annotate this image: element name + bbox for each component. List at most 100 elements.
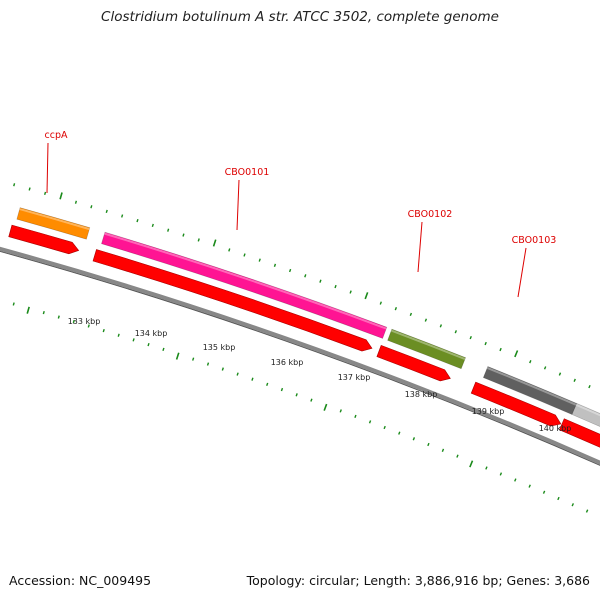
outer-tick — [588, 384, 591, 389]
inner-tick — [175, 352, 180, 360]
gene-bar-CBO0103-highlight — [486, 366, 577, 406]
gene-bar-next-highlight — [575, 403, 600, 417]
map-title: Clostridium botulinum A str. ATCC 3502, … — [101, 9, 499, 25]
inner-tick — [117, 333, 120, 337]
inner-tick — [192, 357, 195, 361]
gene-bar-CBO0102 — [387, 328, 466, 370]
gene-bar-CBO0101-highlight — [104, 232, 387, 330]
outer-tick — [273, 263, 277, 267]
outer-tick — [394, 307, 398, 311]
inner-tick — [310, 398, 313, 402]
inner-tick — [102, 328, 105, 333]
cds-arrow — [470, 381, 562, 427]
outer-tick-ring — [13, 183, 591, 389]
inner-tick — [383, 425, 386, 430]
outer-tick — [334, 284, 337, 289]
cds-arrow — [92, 249, 373, 352]
inner-tick — [585, 509, 589, 513]
outer-tick — [319, 279, 322, 283]
inner-tick — [485, 466, 488, 470]
outer-tick — [558, 372, 562, 376]
inner-tick — [514, 478, 517, 482]
cds-arrow — [376, 344, 451, 382]
scale-label: 134 kbp — [135, 329, 168, 338]
inner-tick-ring — [12, 302, 589, 513]
inner-tick — [42, 311, 45, 315]
outer-tick — [258, 258, 261, 262]
outer-tick — [469, 335, 472, 340]
outer-tick — [439, 324, 443, 328]
inner-tick — [236, 372, 239, 376]
outer-tick — [59, 192, 63, 200]
inner-tick — [12, 302, 15, 306]
gene-labels: ccpA CBO0101 CBO0102 CBO0103 — [45, 130, 557, 298]
scale-label: 138 kbp — [405, 390, 438, 399]
outer-tick — [424, 318, 428, 322]
inner-tick — [221, 367, 224, 371]
outer-tick — [243, 253, 246, 257]
cds-arrow — [8, 224, 80, 255]
outer-tick — [167, 228, 170, 232]
outer-tick — [121, 214, 124, 218]
leader-line — [236, 179, 240, 231]
outer-tick — [514, 350, 519, 358]
gene-label-CBO0101: CBO0101 — [225, 167, 270, 178]
inner-tick — [266, 382, 269, 386]
genome-backbone — [0, 246, 600, 466]
gene-bar-ccpA-highlight — [19, 208, 90, 231]
inner-tick — [557, 496, 560, 501]
inner-tick — [469, 460, 474, 468]
outer-tick — [90, 205, 93, 209]
topology-text: Topology: circular; Length: 3,886,916 bp… — [246, 573, 590, 588]
scale-label: 137 kbp — [338, 373, 371, 382]
outer-tick — [573, 378, 576, 382]
outer-tick — [43, 191, 47, 196]
inner-tick — [251, 377, 254, 381]
inner-tick — [427, 442, 430, 447]
accession-text: Accession: NC_009495 — [9, 573, 152, 588]
gene-features — [8, 207, 600, 448]
outer-tick — [105, 209, 108, 213]
inner-tick — [368, 420, 372, 424]
outer-tick — [543, 366, 547, 370]
scale-label: 135 kbp — [203, 343, 236, 352]
inner-tick — [26, 306, 30, 314]
inner-tick — [456, 454, 459, 458]
outer-tick — [454, 330, 458, 334]
outer-tick — [304, 274, 307, 278]
leader-line — [517, 247, 527, 298]
backbone-shadow — [0, 250, 600, 466]
inner-tick — [398, 431, 401, 435]
scale-labels: 133 kbp 134 kbp 135 kbp 136 kbp 137 kbp 138 k… — [68, 317, 572, 433]
inner-tick — [441, 448, 445, 452]
inner-tick — [323, 403, 328, 411]
leader-line — [46, 142, 49, 194]
backbone-line — [0, 246, 600, 465]
outer-tick — [364, 292, 369, 300]
inner-tick — [72, 319, 75, 324]
inner-tick — [57, 315, 60, 319]
cds-arrow — [559, 418, 600, 448]
gene-bar-CBO0102-highlight — [390, 329, 466, 360]
outer-tick — [182, 233, 185, 237]
outer-tick — [228, 248, 231, 252]
inner-tick — [132, 338, 135, 342]
outer-tick — [288, 268, 292, 273]
scale-label: 139 kbp — [472, 407, 505, 416]
inner-tick — [339, 409, 342, 413]
outer-tick — [349, 290, 352, 294]
outer-tick — [74, 200, 78, 204]
gene-label-ccpA: ccpA — [45, 130, 68, 141]
inner-tick — [412, 437, 416, 441]
outer-tick — [136, 219, 139, 223]
inner-tick — [571, 503, 575, 507]
outer-tick — [13, 183, 16, 187]
gene-label-CBO0102: CBO0102 — [408, 209, 453, 220]
gene-bar-ccpA — [16, 207, 91, 240]
inner-tick — [295, 393, 298, 397]
outer-tick — [409, 312, 413, 317]
scale-label: 133 kbp — [68, 317, 101, 326]
outer-tick — [499, 347, 502, 352]
gene-label-CBO0103: CBO0103 — [512, 235, 557, 246]
